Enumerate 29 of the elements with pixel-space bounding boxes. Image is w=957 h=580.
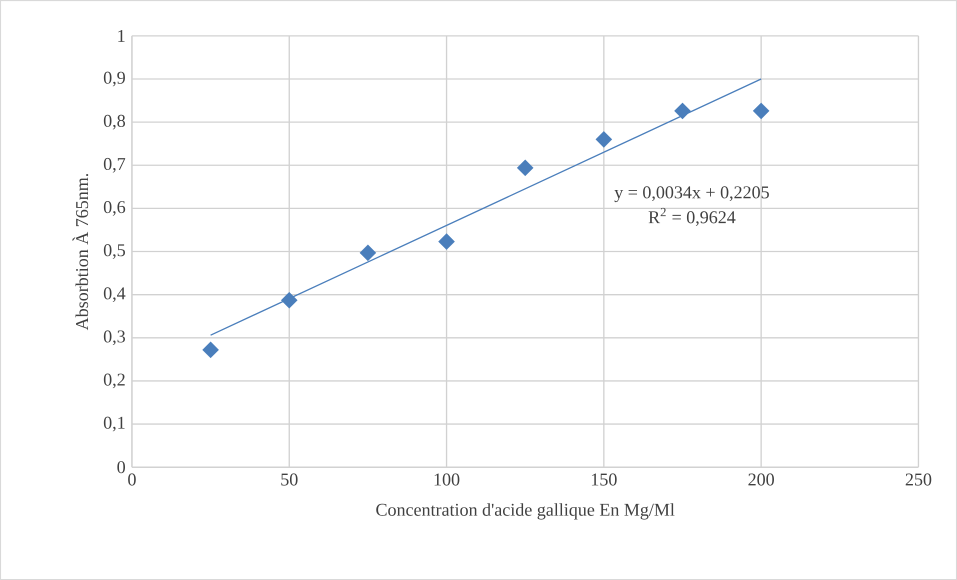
y-tick-label: 0,4 <box>104 287 126 302</box>
point <box>517 160 534 176</box>
x-tick-label: 250 <box>906 473 932 486</box>
y-tick-label: 0 <box>117 461 126 474</box>
y-tick-label: 0,9 <box>104 72 125 86</box>
x-axis-title: Concentration d'acide gallique En Mg/Ml <box>376 503 675 520</box>
point <box>674 102 691 120</box>
y-tick-label: 0,6 <box>104 200 126 216</box>
y-tick-label: 1 <box>118 30 125 42</box>
point <box>596 131 612 148</box>
y-tick-label: 0,2 <box>104 373 125 388</box>
y-tick-label: 0,5 <box>104 244 125 259</box>
point <box>281 292 298 308</box>
x-tick-label: 0 <box>128 473 136 486</box>
y-tick-label: 0,7 <box>104 158 126 173</box>
x-tick-label: 50 <box>281 473 298 486</box>
annotation: y = 0,0034x + 0,2205 <box>614 186 769 202</box>
point <box>752 102 770 120</box>
y-tick-label: 0,1 <box>104 416 125 432</box>
point <box>438 233 455 250</box>
point <box>202 342 219 358</box>
x-tick-label: 150 <box>592 473 617 486</box>
x-tick-label: 200 <box>748 473 774 486</box>
x-tick-label: 100 <box>434 473 460 486</box>
y-axis-title: Absorbtion À 765nm. <box>72 174 88 330</box>
point <box>360 244 376 261</box>
annotation: R$^{2}$ = 0,9624 <box>648 208 736 226</box>
y-tick-label: 0,8 <box>104 114 126 130</box>
y-tick-label: 0,3 <box>104 330 125 346</box>
